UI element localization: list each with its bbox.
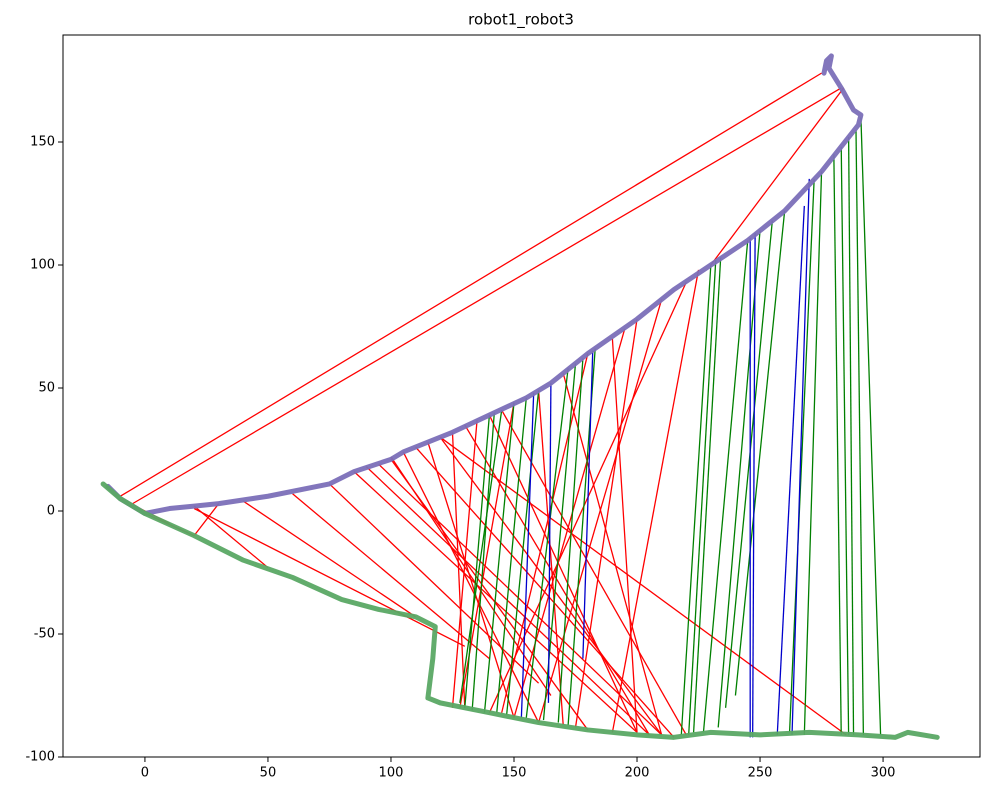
match-line: [855, 129, 865, 735]
y-tick-label: 100: [30, 258, 55, 273]
match-line: [833, 154, 842, 735]
match-line: [734, 210, 786, 696]
match-line: [451, 432, 466, 708]
match-line: [427, 441, 515, 718]
match-line: [464, 424, 650, 736]
match-line: [803, 171, 823, 735]
match-line: [537, 390, 564, 726]
match-line: [525, 368, 569, 718]
match-line: [840, 146, 850, 735]
y-tick-label: 0: [47, 504, 55, 519]
match-line: [464, 415, 491, 708]
plot-frame: [62, 34, 981, 758]
match-line: [860, 117, 882, 735]
x-tick-label: 0: [141, 766, 149, 781]
match-line: [496, 397, 527, 713]
y-tick-label: 150: [30, 135, 55, 150]
match-line: [692, 257, 722, 733]
match-line: [611, 338, 638, 733]
x-tick-label: 50: [260, 766, 277, 781]
match-line: [791, 178, 810, 735]
match-line: [132, 87, 842, 505]
match-line: [574, 319, 638, 728]
match-line: [724, 220, 773, 708]
trajectory: [105, 53, 864, 516]
match-line: [752, 233, 756, 738]
match-line: [193, 503, 220, 536]
match-line: [439, 436, 847, 736]
match-line: [847, 137, 855, 735]
x-tick-label: 150: [502, 766, 527, 781]
y-tick-label: -50: [34, 627, 55, 642]
y-tick-label: 50: [38, 381, 55, 396]
match-line: [537, 299, 663, 723]
x-tick-label: 300: [871, 766, 896, 781]
x-tick-label: 100: [379, 766, 404, 781]
x-tick-label: 250: [748, 766, 773, 781]
match-line: [717, 230, 761, 728]
chart-title: robot1_robot3: [468, 11, 574, 30]
match-line: [547, 383, 552, 703]
match-line: [329, 483, 540, 684]
match-line: [611, 269, 700, 733]
match-line: [710, 87, 845, 266]
match-line: [488, 414, 638, 733]
match-line: [680, 264, 712, 735]
match-line: [513, 328, 626, 718]
match-line: [501, 409, 687, 736]
x-tick-label: 200: [625, 766, 650, 781]
match-line: [582, 351, 594, 659]
trajectory: [100, 481, 940, 740]
match-line: [193, 507, 466, 647]
match-line: [483, 402, 515, 713]
match-line: [193, 505, 269, 569]
match-line: [702, 240, 749, 733]
match-line: [242, 500, 416, 618]
match-line: [501, 353, 589, 713]
match-line: [459, 410, 503, 703]
match-line: [520, 392, 535, 718]
y-tick-label: -100: [25, 750, 55, 765]
match-line: [688, 260, 717, 735]
match-line: [788, 178, 815, 733]
match-line: [451, 419, 478, 708]
match-line: [390, 458, 589, 731]
match-line: [505, 390, 540, 716]
match-line: [562, 373, 663, 736]
match-line: [292, 493, 490, 660]
match-line: [402, 451, 540, 723]
match-line: [471, 412, 495, 711]
match-line: [557, 358, 584, 723]
match-line: [119, 72, 822, 497]
match-line: [776, 205, 805, 735]
